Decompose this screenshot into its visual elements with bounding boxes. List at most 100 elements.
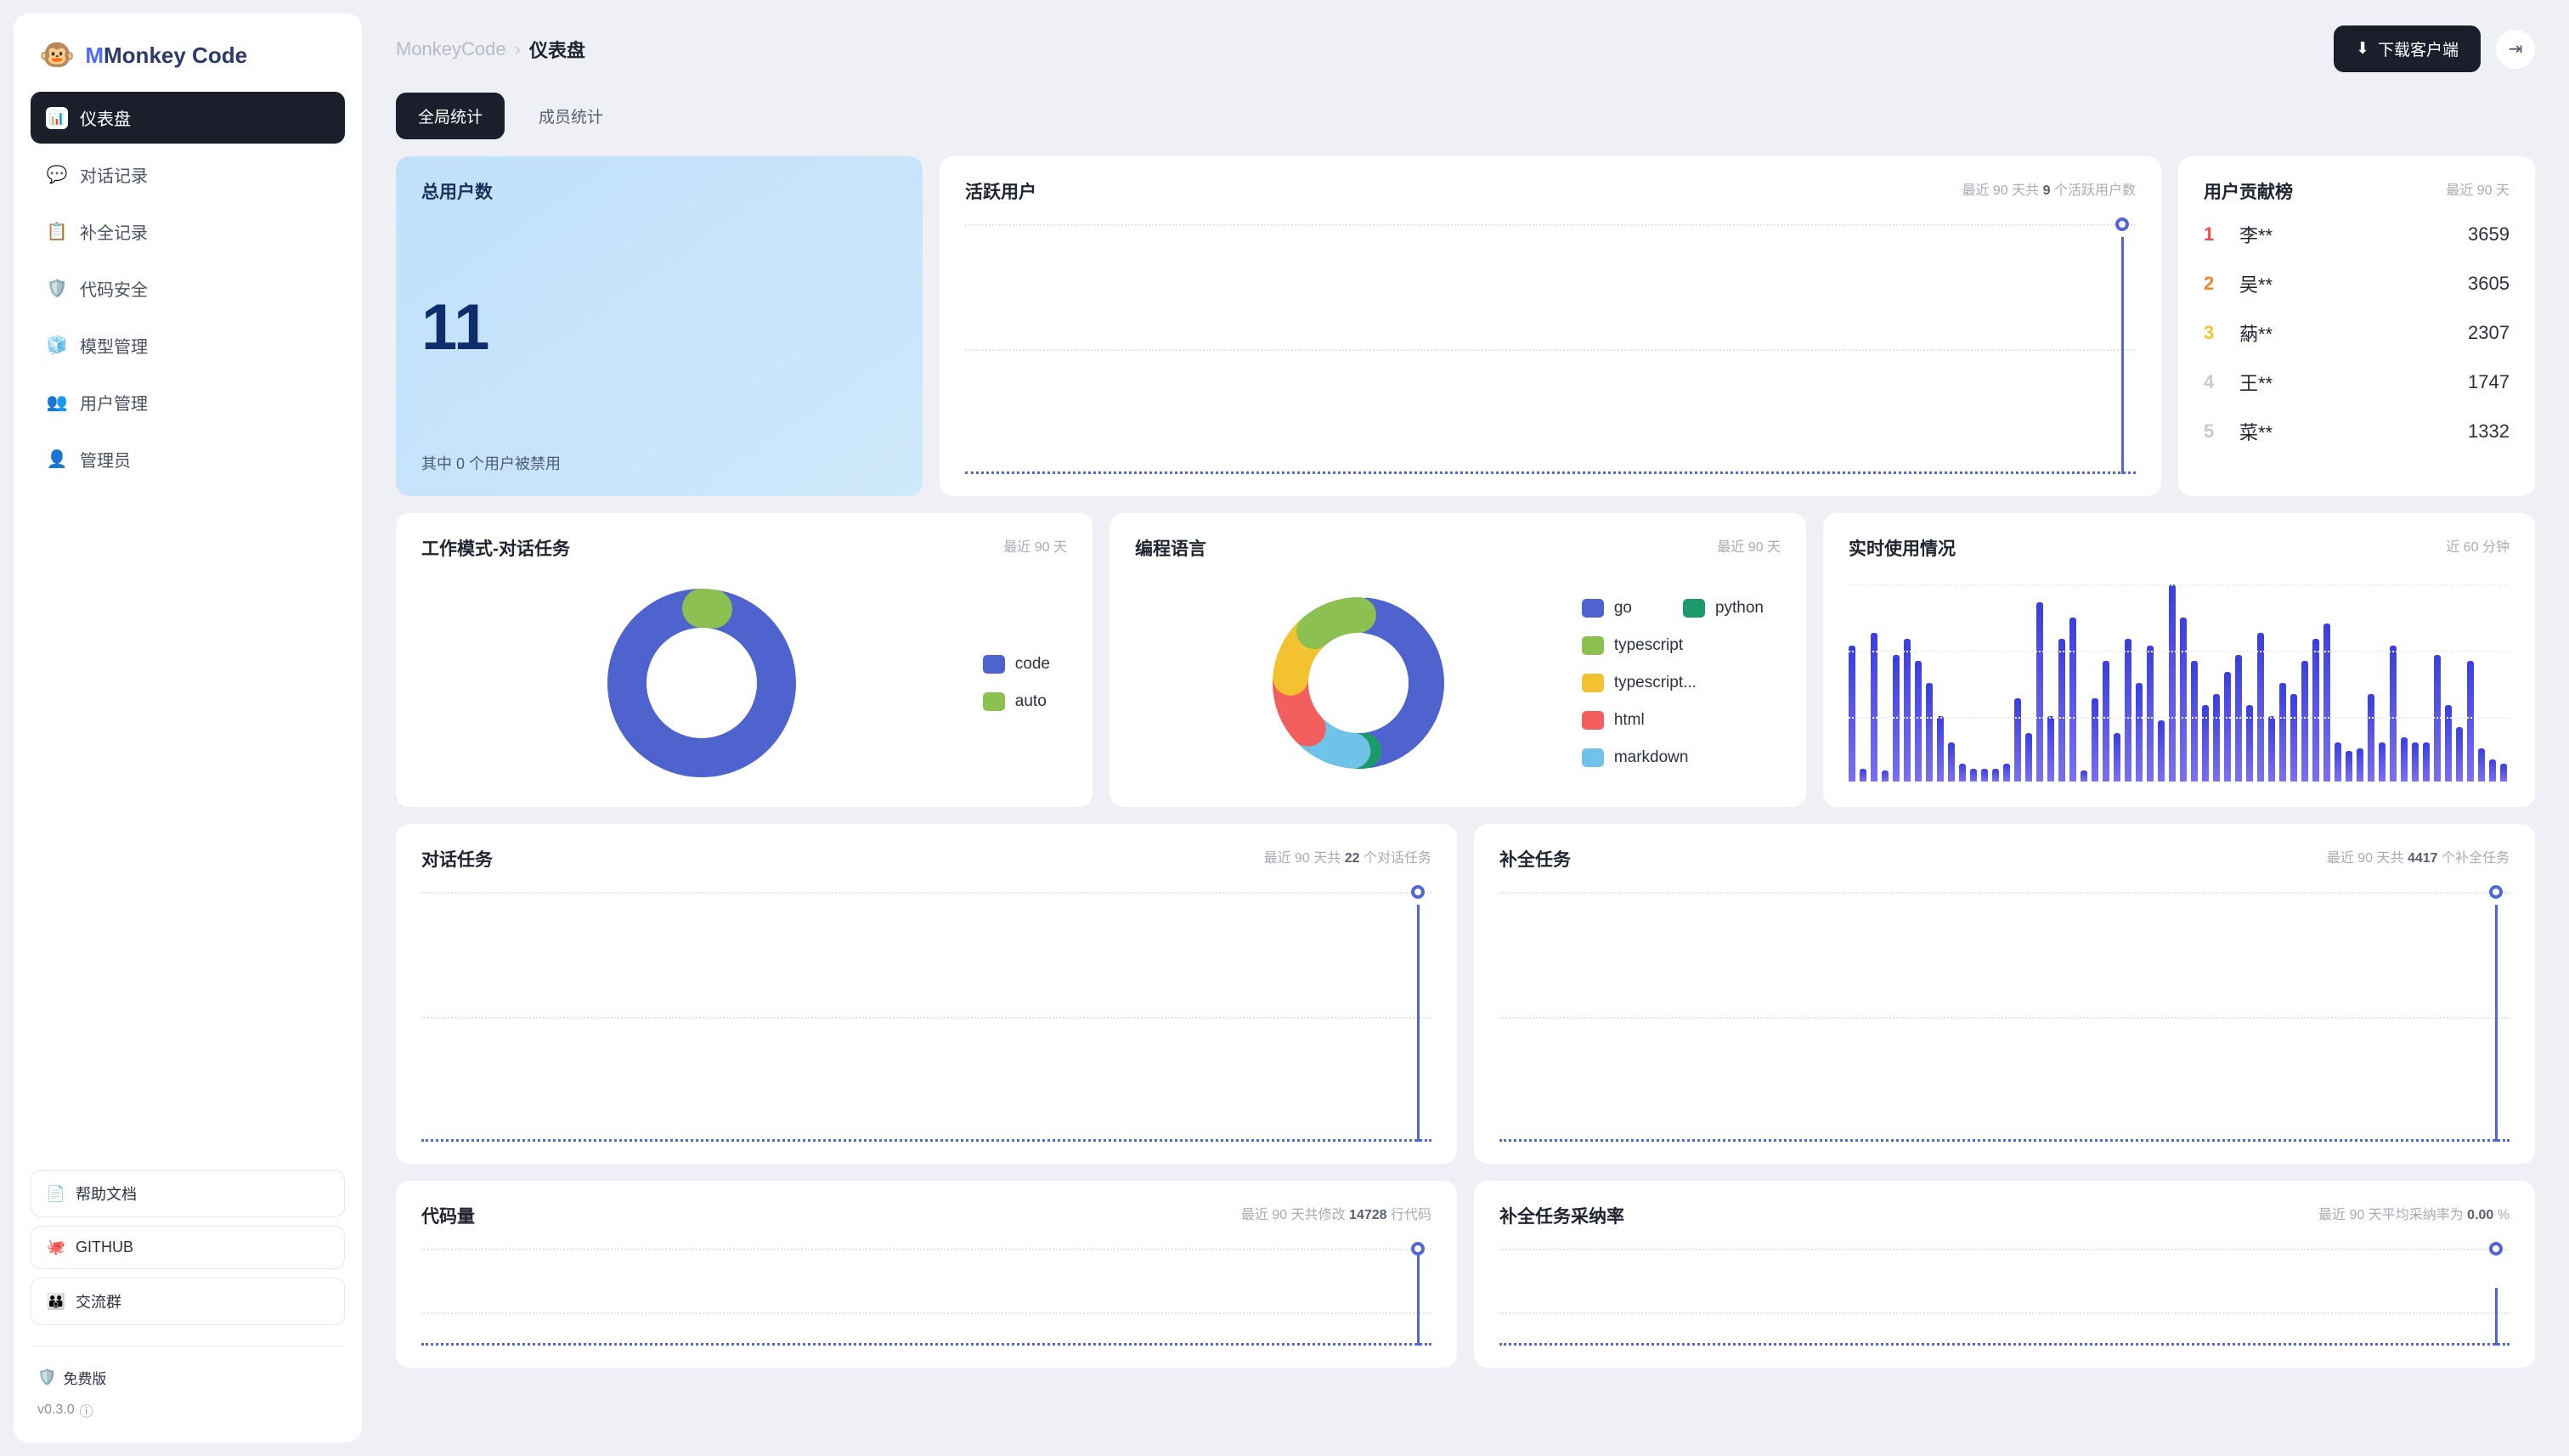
breadcrumb-root[interactable]: MonkeyCode: [396, 38, 506, 60]
bar-chart-bar[interactable]: [2224, 672, 2231, 782]
bar-chart-bar[interactable]: [2058, 639, 2065, 782]
bar-chart-bar[interactable]: [1948, 742, 1955, 782]
bar-chart-bar[interactable]: [2268, 716, 2275, 782]
languages-title: 编程语言: [1135, 535, 1206, 561]
bar-chart-bar[interactable]: [2401, 737, 2408, 782]
bar-chart-bar[interactable]: [1981, 769, 1988, 782]
adoption-rate-chart[interactable]: [1499, 1249, 2510, 1346]
legend-item-python[interactable]: python: [1683, 599, 1764, 618]
bar-chart-bar[interactable]: [1992, 769, 1999, 782]
bar-chart-bar[interactable]: [2279, 683, 2286, 782]
code-volume-note: 最近 90 天共修改 14728 行代码: [1241, 1203, 1431, 1223]
bar-chart-bar[interactable]: [2290, 694, 2297, 782]
legend-item-typescript[interactable]: typescript: [1582, 636, 1764, 655]
languages-donut-chart[interactable]: [1135, 590, 1582, 776]
bar-chart-bar[interactable]: [2025, 733, 2032, 782]
sidebar-item-model-mgmt[interactable]: 🧊 模型管理: [31, 319, 345, 371]
bar-chart-bar[interactable]: [2213, 694, 2220, 782]
sidebar-item-chat-logs[interactable]: 💬 对话记录: [31, 149, 345, 200]
bar-chart-bar[interactable]: [1915, 661, 1922, 782]
bar-chart-bar[interactable]: [1937, 716, 1944, 782]
download-client-button[interactable]: ⬇ 下载客户端: [2334, 25, 2481, 72]
sidebar-item-admin[interactable]: 👤 管理员: [31, 433, 345, 485]
bar-chart-bar[interactable]: [2169, 584, 2176, 782]
adoption-rate-note: 最近 90 天平均采纳率为 0.00 %: [2318, 1203, 2510, 1223]
code-volume-chart[interactable]: [421, 1249, 1431, 1346]
sidebar-item-label: 补全记录: [80, 219, 148, 244]
bar-chart-bar[interactable]: [2158, 720, 2165, 782]
dialog-tasks-chart[interactable]: [421, 892, 1431, 1142]
list-item[interactable]: 5 菜** 1332: [2204, 418, 2510, 445]
bar-chart-bar[interactable]: [2301, 661, 2308, 782]
bar-chart-bar[interactable]: [2114, 733, 2120, 782]
list-item[interactable]: 4 王** 1747: [2204, 369, 2510, 396]
work-mode-donut-chart[interactable]: [421, 581, 983, 785]
bar-chart-bar[interactable]: [2335, 742, 2341, 782]
sidebar-item-code-security[interactable]: 🛡️ 代码安全: [31, 262, 345, 314]
community-group-button[interactable]: 👪 交流群: [31, 1278, 345, 1325]
bar-chart-bar[interactable]: [2478, 748, 2485, 782]
bar-chart-bar[interactable]: [2047, 716, 2054, 782]
bar-chart-bar[interactable]: [1904, 639, 1911, 782]
languages-card: 编程语言 最近 90 天: [1109, 513, 1806, 807]
sidebar-item-completion-logs[interactable]: 📋 补全记录: [31, 206, 345, 257]
bar-chart-bar[interactable]: [1970, 769, 1977, 782]
bar-chart-bar[interactable]: [2257, 633, 2264, 782]
bar-chart-bar[interactable]: [1849, 646, 1855, 782]
bar-chart-bar[interactable]: [2003, 764, 2010, 782]
bar-chart-bar[interactable]: [2323, 624, 2330, 782]
list-item[interactable]: 3 蒳** 2307: [2204, 319, 2510, 347]
legend-item-auto[interactable]: auto: [983, 692, 1050, 711]
legend-item-go[interactable]: go: [1582, 599, 1632, 618]
legend-item-typescriptx[interactable]: typescript...: [1582, 674, 1764, 692]
bar-chart-bar[interactable]: [2125, 639, 2131, 782]
bar-chart-bar[interactable]: [2312, 639, 2319, 782]
tab-global-stats[interactable]: 全局统计: [396, 93, 505, 139]
active-users-chart[interactable]: [965, 224, 2136, 474]
bar-chart-bar[interactable]: [2014, 698, 2021, 782]
bar-chart-bar[interactable]: [2357, 748, 2363, 782]
bar-chart-bar[interactable]: [1882, 770, 1889, 782]
bar-chart-bar[interactable]: [2136, 683, 2143, 782]
list-item[interactable]: 2 吴** 3605: [2204, 270, 2510, 297]
total-users-card: 总用户数 11 其中 0 个用户被禁用: [396, 156, 923, 496]
bar-chart-bar[interactable]: [2069, 618, 2076, 782]
logout-button[interactable]: ⇥: [2496, 30, 2535, 69]
bar-chart-bar[interactable]: [2092, 698, 2098, 782]
bar-chart-bar[interactable]: [1959, 764, 1966, 782]
content-scroll-area[interactable]: 总用户数 11 其中 0 个用户被禁用 活跃用户 最近 90 天共 9 个活跃用…: [362, 156, 2569, 1456]
sidebar-item-dashboard[interactable]: 📊 仪表盘: [31, 92, 345, 144]
realtime-usage-bar-chart[interactable]: [1849, 584, 2510, 785]
bar-chart-bar[interactable]: [2500, 764, 2507, 782]
bar-chart-bar[interactable]: [2379, 742, 2386, 782]
completion-tasks-chart[interactable]: [1499, 892, 2510, 1142]
legend-item-markdown[interactable]: markdown: [1582, 748, 1764, 767]
bar-chart-bar[interactable]: [1871, 633, 1877, 782]
bar-chart-bar[interactable]: [2191, 661, 2198, 782]
bar-chart-bar[interactable]: [2180, 618, 2187, 782]
bar-chart-bar[interactable]: [2081, 770, 2087, 782]
bar-chart-bar[interactable]: [1860, 769, 1866, 782]
bar-chart-bar[interactable]: [2346, 751, 2352, 782]
bar-chart-bar[interactable]: [2489, 759, 2496, 782]
bar-chart-bar[interactable]: [2147, 646, 2154, 782]
tab-member-stats[interactable]: 成员统计: [517, 93, 625, 139]
dialog-tasks-card: 对话任务 最近 90 天共 22 个对话任务: [396, 824, 1457, 1164]
community-group-label: 交流群: [76, 1290, 121, 1312]
legend-item-html[interactable]: html: [1582, 711, 1764, 730]
legend-item-code[interactable]: code: [983, 655, 1050, 674]
bar-chart-bar[interactable]: [2456, 727, 2463, 782]
bar-chart-bar[interactable]: [2036, 602, 2043, 782]
bar-chart-bar[interactable]: [2390, 646, 2397, 782]
info-icon[interactable]: ⓘ: [80, 1400, 93, 1420]
bar-chart-bar[interactable]: [2103, 661, 2109, 782]
help-docs-button[interactable]: 📄 帮助文档: [31, 1170, 345, 1217]
github-button[interactable]: 🐙 GITHUB: [31, 1226, 345, 1269]
sidebar-item-user-mgmt[interactable]: 👥 用户管理: [31, 376, 345, 428]
bar-chart-bar[interactable]: [1926, 683, 1933, 782]
bar-chart-bar[interactable]: [2467, 661, 2474, 782]
list-item[interactable]: 1 李** 3659: [2204, 221, 2510, 248]
bar-chart-bar[interactable]: [2368, 694, 2374, 782]
bar-chart-bar[interactable]: [2412, 742, 2419, 782]
bar-chart-bar[interactable]: [2423, 742, 2430, 782]
